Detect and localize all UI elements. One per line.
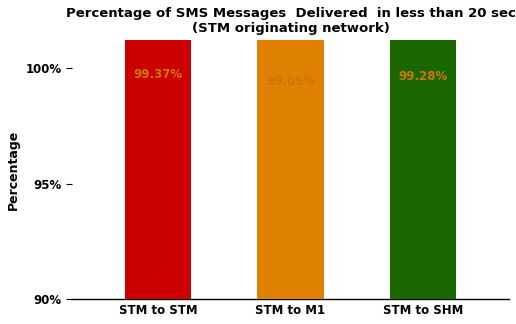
Bar <box>390 0 456 299</box>
Text: 99.28%: 99.28% <box>398 70 447 83</box>
Text: 99.37%: 99.37% <box>134 68 183 81</box>
Y-axis label: Percentage: Percentage <box>7 130 20 210</box>
Bar <box>125 0 191 299</box>
Text: 99.05%: 99.05% <box>266 75 315 88</box>
Title: Percentage of SMS Messages  Delivered  in less than 20 sec
(STM originating netw: Percentage of SMS Messages Delivered in … <box>66 7 515 35</box>
Bar <box>257 0 324 299</box>
